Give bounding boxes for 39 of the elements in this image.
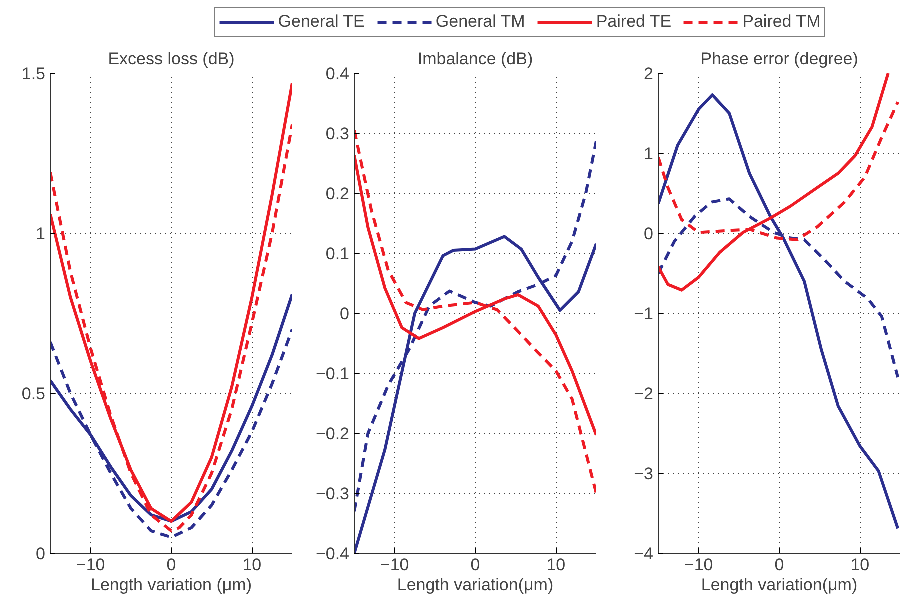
y-tick-label: 0: [340, 304, 350, 324]
y-tick-label: 0.2: [326, 184, 350, 204]
y-tick-label: 0.1: [326, 244, 350, 264]
y-tick-label: −4: [634, 544, 654, 564]
legend-label: Paired TM: [742, 12, 821, 32]
line-series: [658, 94, 900, 530]
y-tick-label: 0.5: [22, 384, 46, 404]
x-axis-title: Length variation(μm): [397, 576, 554, 594]
y-tick-label: −0.3: [316, 484, 350, 504]
x-tick-label: −10: [380, 556, 410, 574]
y-tick-label: −0.1: [316, 364, 350, 384]
x-axis-title: Length variation (μm): [91, 576, 252, 594]
y-tick-label: −1: [634, 304, 654, 324]
x-tick-label: 0: [166, 556, 176, 574]
legend-label: General TE: [278, 12, 365, 32]
y-tick-label: 1: [36, 224, 46, 244]
legend-label: General TM: [436, 12, 526, 32]
x-tick-label: 0: [470, 556, 480, 574]
y-tick-label: 1: [644, 144, 654, 164]
chart-title: Excess loss (dB): [108, 50, 235, 68]
x-tick-label: 10: [850, 556, 870, 574]
x-tick-label: −10: [684, 556, 714, 574]
y-tick-label: 0: [644, 224, 654, 244]
x-tick-label: 10: [242, 556, 262, 574]
y-tick-label: 1.5: [22, 64, 46, 84]
chart-title: Phase error (degree): [700, 50, 858, 68]
x-tick-label: 0: [774, 556, 784, 574]
x-tick-label: −10: [76, 556, 106, 574]
y-tick-label: 0.3: [326, 124, 350, 144]
y-tick-label: 0.4: [326, 64, 350, 84]
chart-title: Imbalance (dB): [418, 50, 534, 68]
legend-label: Paired TE: [596, 12, 672, 32]
y-tick-label: 2: [644, 64, 654, 84]
y-tick-label: −3: [634, 464, 654, 484]
x-axis-title: Length variation(μm): [701, 576, 858, 594]
y-tick-label: −0.2: [316, 424, 350, 444]
y-tick-label: −2: [634, 384, 654, 404]
y-tick-label: −0.4: [316, 544, 350, 564]
x-tick-label: 10: [546, 556, 566, 574]
